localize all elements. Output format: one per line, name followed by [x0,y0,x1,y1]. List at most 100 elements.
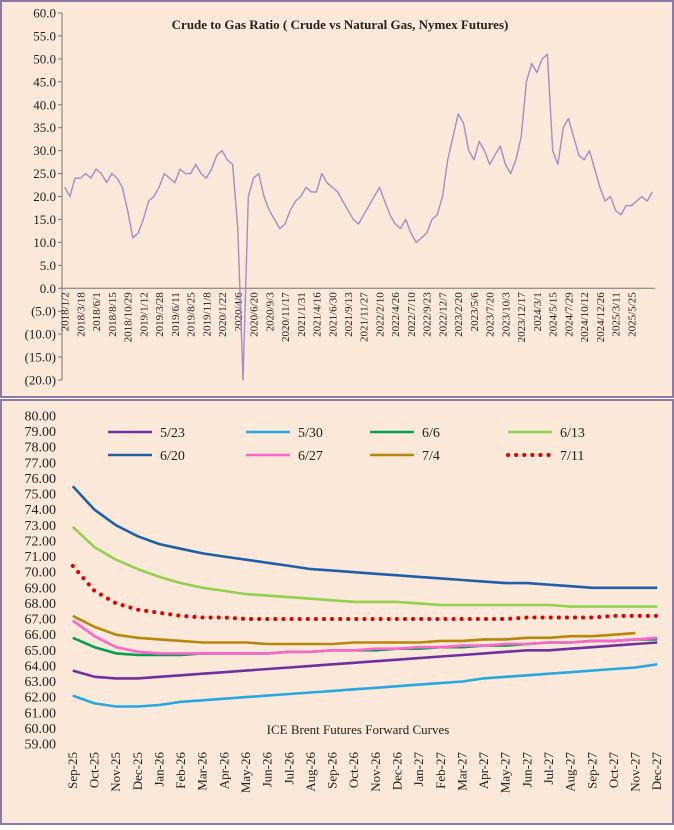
x-tick-label: Apr-27 [476,752,491,790]
x-tick-label: 2021/11/27 [359,292,371,342]
y-tick-label: 67.00 [25,613,57,628]
y-tick-label: 61.00 [25,706,57,721]
y-tick-label: 74.00 [25,503,57,518]
x-tick-label: 2020/11/17 [280,292,292,342]
x-tick-label: 2019/3/28 [154,292,166,337]
x-tick-label: 2024/5/15 [548,292,560,337]
x-tick-label: Dec-27 [649,752,664,791]
y-tick-label: 0.0 [40,281,56,296]
x-tick-label: Oct-27 [606,752,621,789]
x-tick-label: Nov-26 [368,752,383,792]
y-tick-label: 60.0 [33,6,56,21]
y-tick-label: 70.00 [25,566,57,581]
x-tick-label: 2025/3/11 [611,292,623,336]
y-tick-label: 72.00 [25,534,57,549]
legend-label: 5/23 [160,426,185,441]
y-tick-label: 66.00 [25,628,57,643]
x-tick-label: Dec-26 [389,752,404,791]
x-tick-label: 2020/9/3 [264,292,276,332]
y-tick-label: (5.0) [31,304,56,319]
chart-title: ICE Brent Futures Forward Curves [267,722,450,737]
y-tick-label: 76.00 [25,472,57,487]
y-tick-label: 50.0 [33,51,56,66]
y-tick-label: 10.0 [33,235,56,250]
x-tick-label: Jan-26 [151,752,166,787]
y-tick-label: 55.0 [33,28,56,43]
y-tick-label: 20.0 [33,189,56,204]
y-tick-label: 71.00 [25,550,57,565]
y-tick-label: 69.00 [25,581,57,596]
x-tick-label: 2018/3/18 [75,292,87,337]
y-tick-label: 30.0 [33,143,56,158]
x-tick-label: 2024/10/12 [579,292,591,342]
y-tick-label: 62.00 [25,691,57,706]
x-tick-label: 2025/5/25 [626,292,638,337]
x-tick-label: 2021/9/13 [343,292,355,337]
y-tick-label: 68.00 [25,597,57,612]
y-tick-label: 63.00 [25,675,57,690]
x-tick-label: Jun-26 [260,752,275,788]
x-tick-label: 2019/6/11 [170,292,182,336]
y-tick-label: 25.0 [33,166,56,181]
y-tick-label: 60.00 [25,722,57,737]
x-tick-label: 2021/1/31 [296,292,308,337]
x-tick-label: Jun-27 [519,752,534,788]
x-tick-label: 2019/8/25 [186,292,198,337]
x-tick-label: Aug-26 [303,752,318,792]
y-tick-label: 77.00 [25,456,57,471]
x-tick-label: 2024/3/1 [532,292,544,331]
x-tick-label: 2023/12/17 [516,292,528,343]
x-tick-label: 2024/12/26 [595,292,607,343]
y-tick-label: 73.00 [25,519,57,534]
x-tick-label: Oct-26 [346,752,361,789]
x-tick-label: 2022/12/7 [437,292,449,337]
chart-title: Crude to Gas Ratio ( Crude vs Natural Ga… [172,17,509,32]
x-tick-label: May-26 [238,752,253,794]
x-tick-label: 2018/1/2 [60,292,72,331]
x-tick-label: Sep-27 [584,752,599,789]
x-tick-label: Nov-25 [108,752,123,792]
series-line [71,485,658,590]
x-tick-label: 2020/4/6 [233,292,245,332]
y-tick-label: (20.0) [25,373,56,388]
series-line [72,641,658,680]
legend-label: 5/30 [298,426,323,441]
series-line [72,619,658,655]
x-tick-label: 2023/7/20 [485,292,497,337]
x-tick-label: Apr-26 [216,752,231,790]
x-tick-label: Jul-26 [281,752,296,785]
x-tick-label: Sep-26 [325,752,340,789]
y-tick-label: (15.0) [25,350,56,365]
x-tick-label: 2023/5/6 [469,292,481,332]
series-line [72,663,658,708]
x-tick-label: Oct-25 [86,752,101,788]
x-tick-label: 2019/11/8 [201,292,213,337]
x-tick-label: Jul-27 [541,752,556,785]
y-tick-label: 80.00 [25,410,57,425]
x-tick-label: Nov-27 [628,752,643,792]
y-tick-label: 79.00 [25,425,57,440]
x-tick-label: 2020/1/22 [217,292,229,337]
x-tick-label: 2022/2/10 [374,292,386,337]
x-tick-label: Mar-26 [195,752,210,791]
x-tick-label: Dec-25 [130,752,145,790]
y-tick-label: 59.00 [25,738,57,753]
y-tick-label: 78.00 [25,441,57,456]
y-tick-label: (10.0) [25,327,56,342]
x-tick-label: 2022/4/26 [390,292,402,337]
legend-label: 7/4 [422,449,440,464]
series-line [72,614,636,646]
top-panel [0,0,674,398]
x-tick-label: Sep-25 [65,752,80,789]
x-tick-label: 2022/9/23 [422,292,434,337]
x-tick-label: Aug-27 [563,752,578,792]
series-line [70,563,660,621]
y-tick-label: 40.0 [33,97,56,112]
legend-label: 6/27 [298,449,323,464]
x-tick-label: 2021/4/16 [312,292,324,337]
legend-label: 6/6 [422,426,440,441]
x-tick-label: Jan-27 [411,752,426,787]
y-tick-label: 65.00 [25,644,57,659]
